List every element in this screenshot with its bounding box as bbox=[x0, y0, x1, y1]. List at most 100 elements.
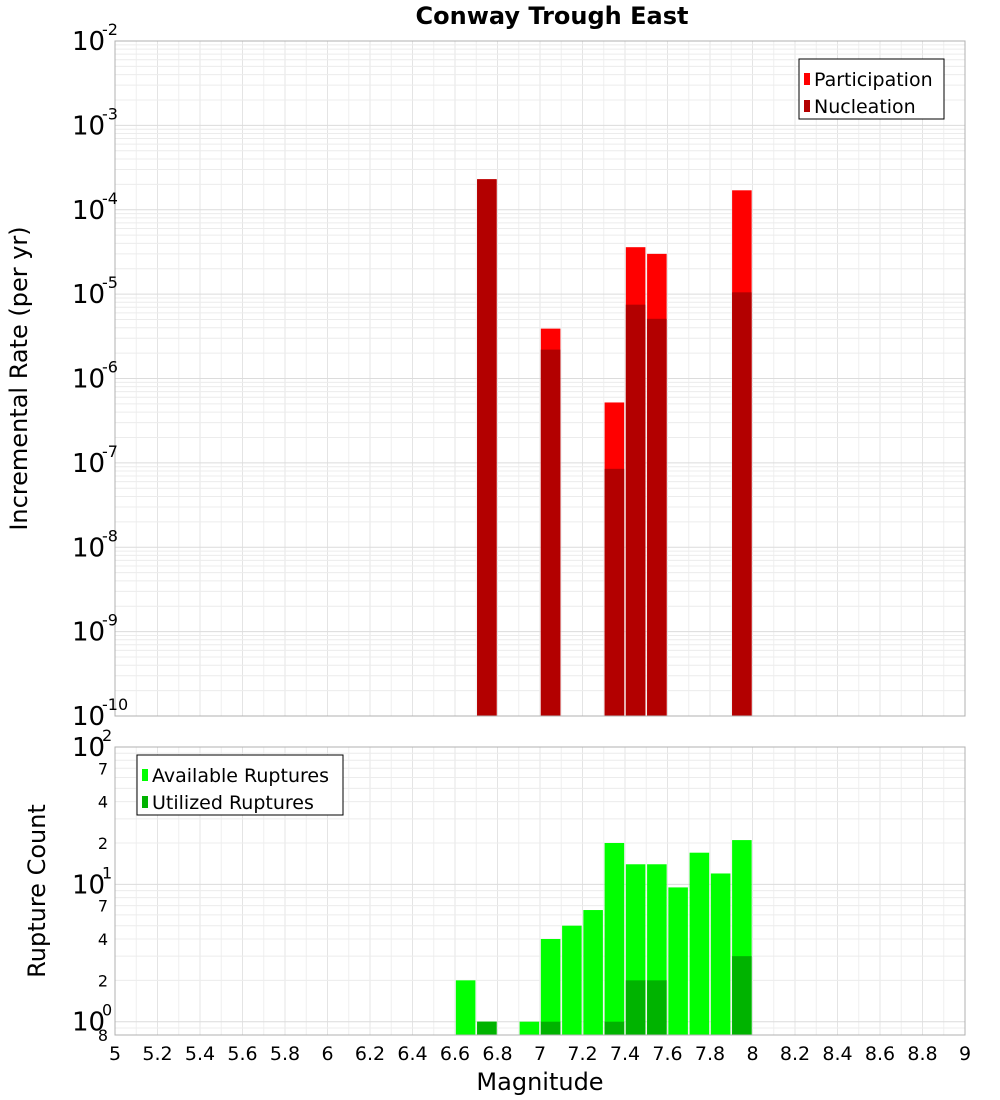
x-tick-label: 9 bbox=[959, 1043, 971, 1065]
y-tick-label: 10-10 bbox=[72, 695, 128, 732]
count-bar-a bbox=[540, 939, 561, 1035]
count-bar-a bbox=[519, 1021, 540, 1035]
x-tick-label: 7 bbox=[534, 1043, 546, 1065]
y-tick-exponent: -9 bbox=[102, 611, 118, 630]
y-tick-base: 10 bbox=[72, 702, 105, 732]
legend-swatch bbox=[804, 100, 810, 112]
legend-entry-label: Nucleation bbox=[814, 96, 916, 118]
y-minor-tick-label: 2 bbox=[98, 971, 108, 990]
y-tick-base: 10 bbox=[72, 533, 105, 563]
y-minor-tick-label: 2 bbox=[98, 834, 108, 853]
rate-bar-b bbox=[604, 468, 625, 716]
y-tick-exponent: -10 bbox=[102, 695, 128, 714]
rate-bar-b bbox=[540, 349, 561, 716]
count-bar-a bbox=[455, 980, 476, 1035]
legend: Participation Nucleation bbox=[798, 58, 945, 120]
y-tick-base: 10 bbox=[72, 280, 105, 310]
x-tick-label: 5.2 bbox=[142, 1043, 172, 1065]
count-bar-b bbox=[604, 1021, 625, 1035]
y-tick-label: 10-9 bbox=[72, 611, 118, 648]
y-tick-label: 102 bbox=[72, 726, 112, 763]
count-bar-b bbox=[477, 1021, 497, 1035]
y-tick-exponent: 0 bbox=[102, 1001, 112, 1020]
x-tick-label: 5.4 bbox=[185, 1043, 215, 1065]
y-tick-label: 10-5 bbox=[72, 273, 118, 310]
count-bar-a bbox=[710, 873, 731, 1035]
y-tick-label: 10-3 bbox=[72, 104, 118, 141]
legend-entry-label: Participation bbox=[814, 69, 933, 91]
count-bar-b bbox=[625, 980, 646, 1035]
y-tick-base: 10 bbox=[72, 365, 105, 395]
x-tick-label: 8.8 bbox=[907, 1043, 937, 1065]
y-minor-tick-label: 4 bbox=[98, 793, 108, 812]
y-tick-exponent: -8 bbox=[102, 526, 118, 545]
count-bar-b bbox=[647, 980, 667, 1035]
rate-bar-b bbox=[732, 292, 752, 716]
y-tick-exponent: -2 bbox=[102, 20, 118, 39]
y-tick-base: 10 bbox=[72, 733, 105, 763]
x-tick-label: 7.4 bbox=[610, 1043, 640, 1065]
plot-frame bbox=[114, 746, 966, 1036]
y-minor-tick-label: 8 bbox=[98, 1026, 108, 1045]
y-tick-base: 10 bbox=[72, 870, 105, 900]
chart-title: Conway Trough East bbox=[416, 2, 689, 30]
y-minor-tick-label: 4 bbox=[98, 930, 108, 949]
legend-entry-label: Utilized Ruptures bbox=[152, 792, 314, 814]
y-tick-label: 10-7 bbox=[72, 442, 118, 479]
y-tick-base: 10 bbox=[72, 196, 105, 226]
rate-bar-b bbox=[625, 304, 646, 716]
x-tick-label: 8.6 bbox=[865, 1043, 895, 1065]
y-axis-label: Rupture Count bbox=[23, 804, 51, 978]
y-tick-base: 10 bbox=[72, 111, 105, 141]
y-minor-tick-label: 7 bbox=[98, 897, 108, 916]
y-tick-exponent: 1 bbox=[102, 863, 112, 882]
y-tick-label: 10-6 bbox=[72, 358, 118, 395]
x-tick-label: 7.2 bbox=[567, 1043, 597, 1065]
y-tick-exponent: -6 bbox=[102, 358, 118, 377]
x-tick-label: 6.6 bbox=[440, 1043, 470, 1065]
y-tick-base: 10 bbox=[72, 27, 105, 57]
x-tick-label: 5 bbox=[109, 1043, 121, 1065]
rate-bar-b bbox=[647, 318, 667, 716]
x-tick-label: 6 bbox=[321, 1043, 333, 1065]
y-tick-base: 10 bbox=[72, 618, 105, 648]
x-tick-label: 6.8 bbox=[482, 1043, 512, 1065]
x-tick-label: 6.4 bbox=[397, 1043, 427, 1065]
y-tick-label: 101 bbox=[72, 863, 112, 900]
x-tick-label: 7.8 bbox=[695, 1043, 725, 1065]
y-axis-label: Incremental Rate (per yr) bbox=[5, 226, 33, 530]
x-tick-label: 5.8 bbox=[270, 1043, 300, 1065]
y-tick-exponent: -5 bbox=[102, 273, 118, 292]
y-tick-exponent: -7 bbox=[102, 442, 118, 461]
x-tick-label: 8.2 bbox=[780, 1043, 810, 1065]
plot-frame bbox=[114, 40, 966, 717]
x-tick-label: 8 bbox=[746, 1043, 758, 1065]
legend-swatch bbox=[804, 73, 810, 85]
x-tick-label: 5.6 bbox=[227, 1043, 257, 1065]
y-tick-exponent: -3 bbox=[102, 104, 118, 123]
count-bar-a bbox=[562, 925, 582, 1035]
legend-box bbox=[136, 754, 344, 816]
count-bar-a bbox=[604, 843, 625, 1035]
y-tick-label: 100 bbox=[72, 1001, 112, 1038]
legend-entry-label: Available Ruptures bbox=[152, 765, 329, 787]
y-tick-label: 10-8 bbox=[72, 526, 118, 563]
y-tick-base: 10 bbox=[72, 449, 105, 479]
legend-swatch bbox=[142, 796, 148, 808]
x-tick-label: 6.2 bbox=[355, 1043, 385, 1065]
y-tick-label: 10-4 bbox=[72, 189, 118, 226]
rate-panel: Conway Trough East10-1010-910-810-710-61… bbox=[5, 2, 966, 732]
count-bar-b bbox=[732, 956, 752, 1035]
count-bar-a bbox=[583, 910, 603, 1035]
legend-box bbox=[798, 58, 945, 120]
y-tick-base: 10 bbox=[72, 1008, 105, 1038]
legend-swatch bbox=[142, 769, 148, 781]
legend: Available Ruptures Utilized Ruptures bbox=[136, 754, 344, 816]
y-tick-exponent: -4 bbox=[102, 189, 118, 208]
y-tick-exponent: 2 bbox=[102, 726, 112, 745]
rate-bar-b bbox=[477, 179, 497, 716]
x-axis-label: Magnitude bbox=[476, 1068, 603, 1096]
x-tick-label: 8.4 bbox=[822, 1043, 852, 1065]
